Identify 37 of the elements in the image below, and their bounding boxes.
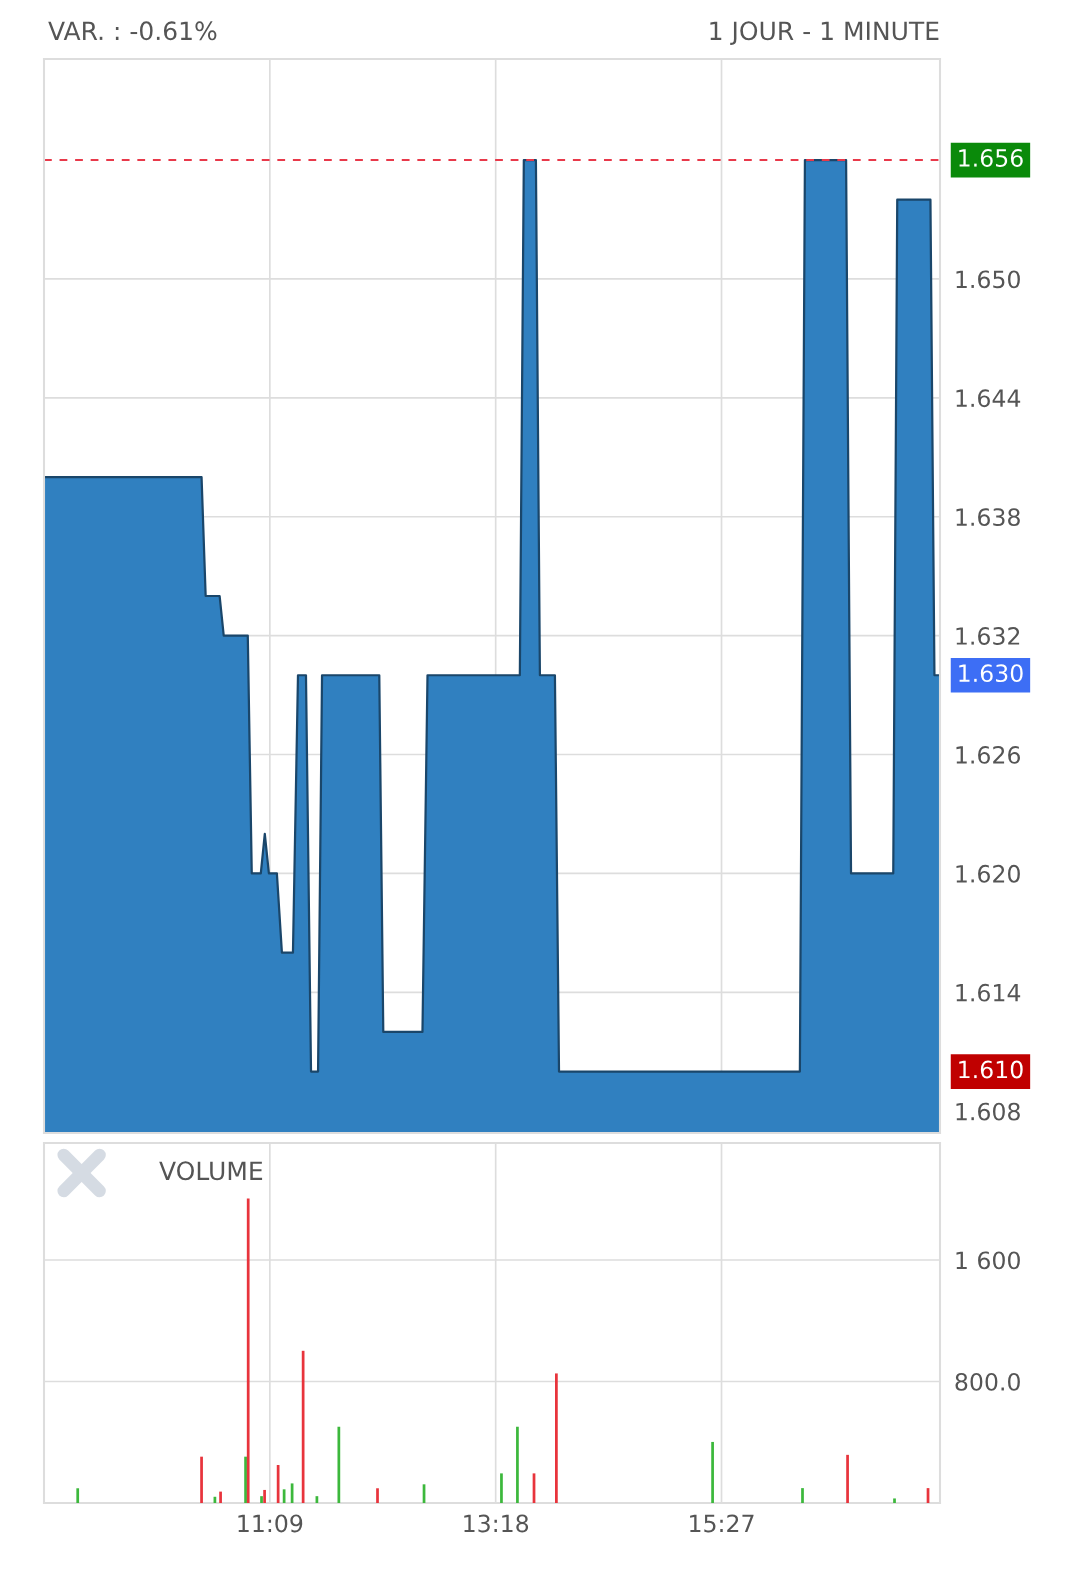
bar bbox=[337, 1426, 341, 1503]
chart-subtitle: 1 JOUR - 1 MINUTE bbox=[710, 21, 939, 45]
annotation: 1.610 bbox=[959, 1060, 1023, 1079]
bar bbox=[260, 1496, 263, 1503]
y-tick-label: 1.626 bbox=[956, 745, 1020, 764]
y-tick-label: 1.614 bbox=[956, 983, 1021, 1002]
bar bbox=[244, 1456, 247, 1503]
bar bbox=[555, 1373, 558, 1503]
bar bbox=[76, 1488, 80, 1503]
bar bbox=[500, 1473, 503, 1503]
bar bbox=[801, 1488, 804, 1503]
bar bbox=[219, 1491, 222, 1503]
y-tick-label: 1.650 bbox=[956, 270, 1020, 289]
x-tick-label: 11:09 bbox=[238, 1514, 303, 1533]
annotation: 1.630 bbox=[959, 664, 1023, 683]
bar bbox=[200, 1456, 203, 1503]
bar bbox=[276, 1465, 280, 1503]
bar bbox=[246, 1198, 250, 1503]
chart-title: VAR. : -0.61% bbox=[48, 21, 217, 41]
y-tick-label: 1 600 bbox=[956, 1251, 1020, 1270]
bar bbox=[376, 1488, 379, 1503]
x-tick-label: 15:27 bbox=[690, 1514, 754, 1533]
bar bbox=[301, 1350, 305, 1503]
y-tick-label: 1.608 bbox=[956, 1102, 1020, 1121]
y-tick-label: 1.632 bbox=[956, 627, 1020, 645]
y-tick-label: 1.620 bbox=[956, 864, 1020, 883]
x-tick-label: 13:18 bbox=[464, 1514, 529, 1533]
y-tick-label: 800.0 bbox=[955, 1372, 1020, 1391]
ref-line-label: 1.656 bbox=[959, 149, 1023, 167]
bar bbox=[711, 1441, 714, 1503]
bar bbox=[516, 1426, 519, 1503]
y-tick-label: 1.644 bbox=[956, 389, 1021, 408]
text: VOLUME bbox=[159, 1161, 263, 1181]
y-tick-label: 1.638 bbox=[956, 508, 1020, 527]
bar bbox=[893, 1498, 896, 1503]
bar bbox=[846, 1454, 849, 1503]
bar bbox=[263, 1489, 266, 1503]
